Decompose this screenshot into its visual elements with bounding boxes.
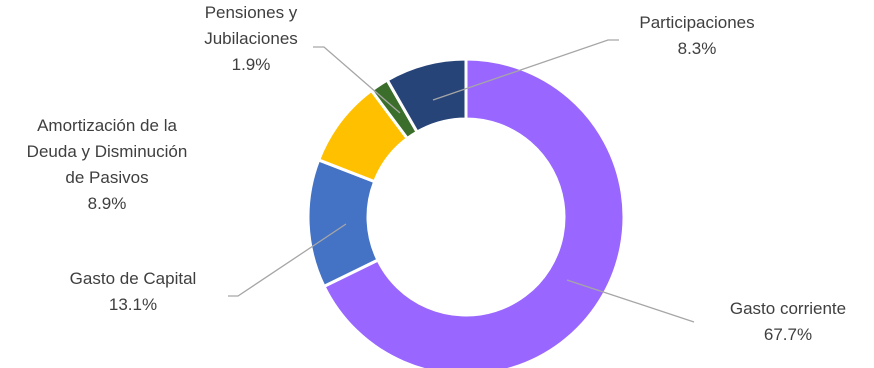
data-label-value: 8.9%	[88, 194, 127, 213]
data-label: Amortización de la Deuda y Disminución de …	[27, 116, 188, 213]
slice-gasto-corriente	[322, 57, 626, 368]
data-label-value: 13.1%	[109, 295, 157, 314]
data-label-name: Deuda y Disminución	[27, 142, 188, 161]
data-label: Participaciones 8.3%	[639, 13, 754, 58]
leader-line	[228, 223, 347, 297]
leader-line	[566, 279, 695, 323]
labels-group: Gasto corriente 67.7% Gasto de Capital 13.1…	[27, 3, 846, 344]
leader-line	[313, 46, 401, 114]
data-label-name: Pensiones y	[205, 3, 298, 22]
data-label-name: Gasto corriente	[730, 299, 846, 318]
leader-line	[432, 39, 619, 101]
data-label-value: 8.3%	[678, 39, 717, 58]
data-label-value: 1.9%	[232, 55, 271, 74]
data-label: Gasto corriente 67.7%	[730, 299, 846, 344]
data-label-name: Gasto de Capital	[70, 269, 197, 288]
data-label: Pensiones y Jubilaciones 1.9%	[204, 3, 298, 74]
data-label-name: Participaciones	[639, 13, 754, 32]
data-label-name: Jubilaciones	[204, 29, 298, 48]
data-label-value: 67.7%	[764, 325, 812, 344]
data-label-name: Amortización de la	[37, 116, 177, 135]
data-label: Gasto de Capital 13.1%	[70, 269, 197, 314]
slices-group	[306, 57, 626, 368]
data-label-name: de Pasivos	[65, 168, 148, 187]
leader-lines-group	[228, 39, 695, 323]
